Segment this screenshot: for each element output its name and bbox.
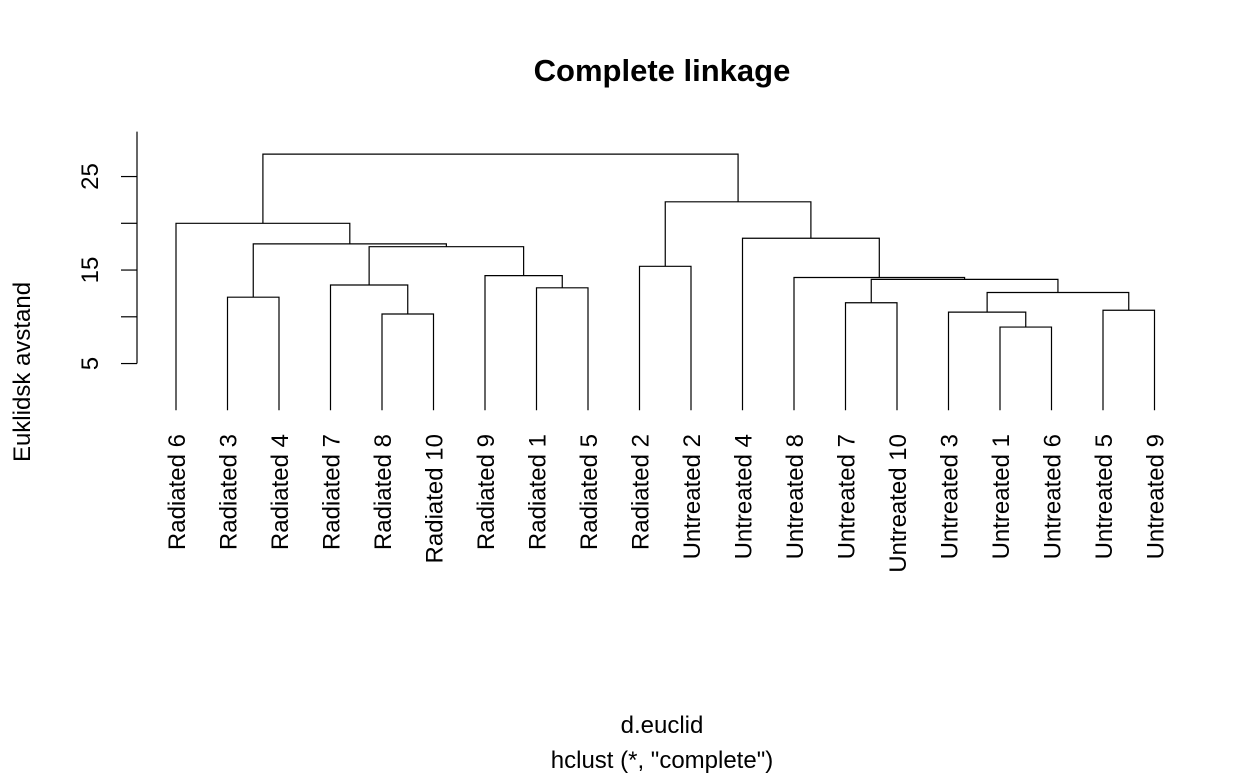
leaf-label-radiated-4: Radiated 4 bbox=[267, 434, 294, 550]
merge-branch-4 bbox=[1102, 309, 1156, 411]
leaf-label-untreated-5: Untreated 5 bbox=[1091, 434, 1118, 559]
merge-branch-11 bbox=[793, 276, 966, 411]
leaf-label-untreated-6: Untreated 6 bbox=[1040, 434, 1067, 559]
chart-subtitle: hclust (*, "complete") bbox=[551, 747, 773, 774]
dendrogram-branches bbox=[175, 153, 1156, 411]
merge-branch-18 bbox=[664, 201, 812, 267]
leaf-label-radiated-3: Radiated 3 bbox=[216, 434, 243, 550]
leaf-label-untreated-2: Untreated 2 bbox=[679, 434, 706, 559]
merge-branch-19 bbox=[262, 153, 739, 224]
merge-branch-8 bbox=[535, 287, 589, 411]
merge-branch-15 bbox=[252, 243, 447, 298]
merge-branch-10 bbox=[870, 278, 1059, 303]
leaf-label-radiated-6: Radiated 6 bbox=[164, 434, 191, 550]
leaf-label-radiated-8: Radiated 8 bbox=[370, 434, 397, 550]
y-tick-label-25: 25 bbox=[77, 163, 104, 190]
leaf-label-untreated-7: Untreated 7 bbox=[834, 434, 861, 559]
y-tick-label-15: 15 bbox=[77, 257, 104, 284]
merge-branch-1 bbox=[999, 326, 1053, 411]
y-tick-label-5: 5 bbox=[77, 357, 104, 370]
merge-branch-6 bbox=[226, 296, 280, 411]
leaf-label-untreated-8: Untreated 8 bbox=[782, 434, 809, 559]
merge-branch-9 bbox=[329, 284, 409, 411]
leaf-label-untreated-3: Untreated 3 bbox=[937, 434, 964, 559]
leaf-label-untreated-10: Untreated 10 bbox=[885, 434, 912, 573]
leaf-label-radiated-2: Radiated 2 bbox=[628, 434, 655, 550]
merge-branch-17 bbox=[175, 222, 351, 411]
leaf-labels: Radiated 6 Radiated 3 Radiated 4 Radiated 7… bbox=[164, 434, 1170, 573]
leaf-label-radiated-10: Radiated 10 bbox=[422, 434, 449, 563]
chart-title: Complete linkage bbox=[534, 53, 791, 88]
merge-branch-7 bbox=[986, 291, 1130, 313]
leaf-label-radiated-1: Radiated 1 bbox=[525, 434, 552, 550]
leaf-label-untreated-4: Untreated 4 bbox=[731, 434, 758, 559]
merge-branch-14 bbox=[368, 246, 525, 286]
merge-branch-5 bbox=[844, 302, 898, 411]
merge-branch-2 bbox=[381, 313, 435, 411]
leaf-label-untreated-9: Untreated 9 bbox=[1143, 434, 1170, 559]
x-axis-label: d.euclid bbox=[621, 712, 704, 739]
merge-branch-16 bbox=[741, 237, 880, 411]
leaf-label-radiated-5: Radiated 5 bbox=[576, 434, 603, 550]
merge-branch-13 bbox=[638, 265, 692, 411]
leaf-label-radiated-9: Radiated 9 bbox=[473, 434, 500, 550]
y-axis: 5 15 25 bbox=[77, 131, 138, 370]
leaf-label-radiated-7: Radiated 7 bbox=[319, 434, 346, 550]
leaf-label-untreated-1: Untreated 1 bbox=[988, 434, 1015, 559]
merge-branch-12 bbox=[484, 275, 563, 411]
y-axis-label: Euklidsk avstand bbox=[9, 282, 36, 462]
